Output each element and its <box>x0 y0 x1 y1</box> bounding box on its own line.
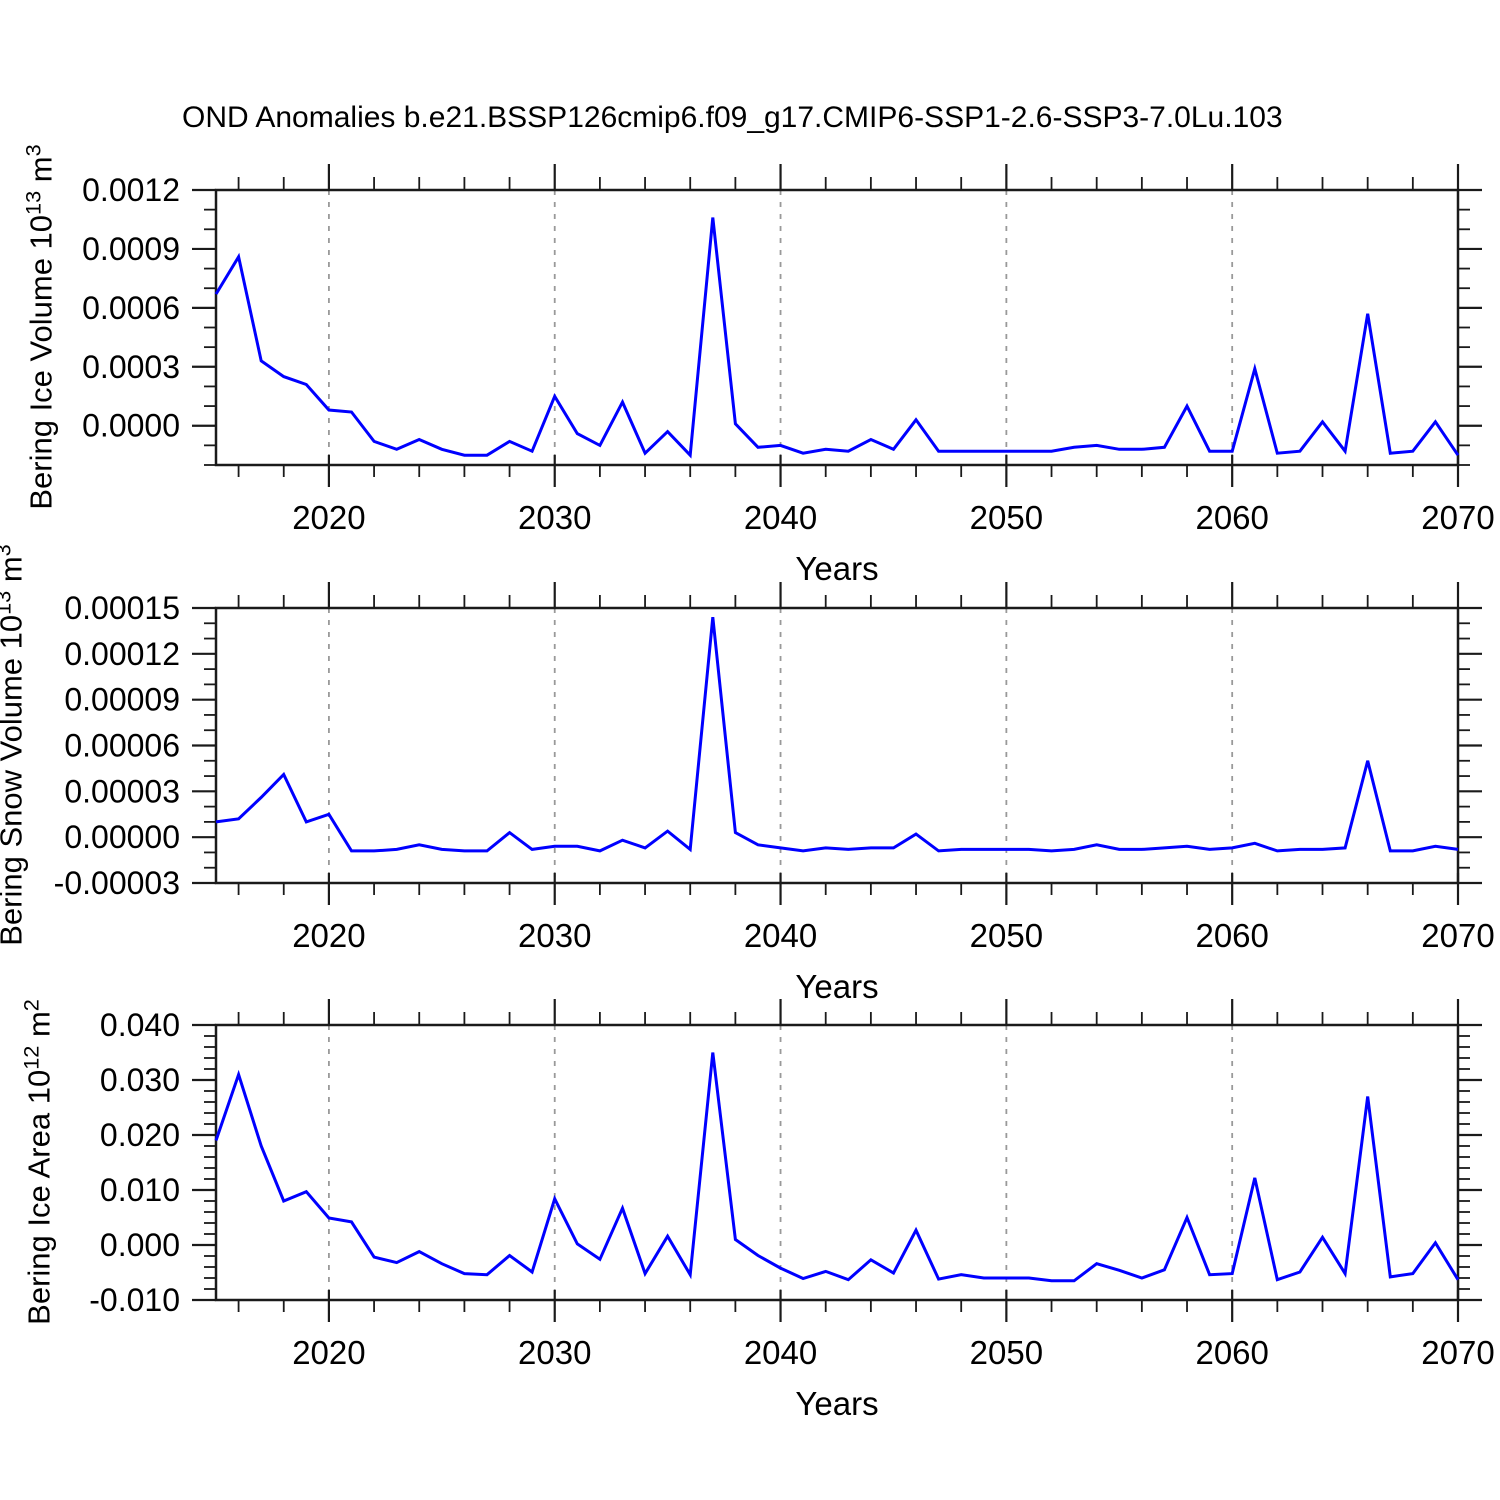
y-tick-label: -0.00003 <box>54 865 180 901</box>
ylabel-snow-volume: Bering Snow Volume 1013 m3 <box>0 544 29 946</box>
y-tick-label: -0.010 <box>89 1282 180 1318</box>
y-tick-label: 0.000 <box>100 1227 180 1263</box>
chart-title: OND Anomalies b.e21.BSSP126cmip6.f09_g17… <box>182 101 1283 134</box>
x-tick-label: 2030 <box>518 499 591 536</box>
x-tick-label: 2050 <box>970 917 1043 954</box>
data-line-bering-ice-volume <box>214 217 1460 459</box>
y-tick-label: 0.00012 <box>64 636 180 672</box>
panel-frame-bering-ice-volume <box>214 188 1460 467</box>
x-tick-label: 2070 <box>1421 1334 1494 1371</box>
x-tick-label: 2060 <box>1195 1334 1268 1371</box>
y-tick-label: 0.040 <box>100 1007 180 1043</box>
x-tick-label: 2020 <box>292 917 365 954</box>
xlabel-years-panel2: Years <box>795 968 879 1005</box>
y-tick-label: 0.0009 <box>82 231 180 267</box>
ylabel-ice-area: Bering Ice Area 1012 m2 <box>18 999 57 1325</box>
x-tick-label: 2040 <box>744 1334 817 1371</box>
data-line-bering-snow-volume <box>215 617 1459 853</box>
x-tick-label: 2070 <box>1421 917 1494 954</box>
data-line-bering-ice-area <box>214 1052 1460 1283</box>
x-tick-label: 2020 <box>292 499 365 536</box>
x-tick-label: 2040 <box>744 917 817 954</box>
x-tick-label: 2060 <box>1195 499 1268 536</box>
y-tick-label: 0.0012 <box>82 172 180 208</box>
y-tick-label: 0.00000 <box>64 819 180 855</box>
x-tick-label: 2060 <box>1195 917 1268 954</box>
x-tick-label: 2050 <box>970 1334 1043 1371</box>
y-tick-label: 0.010 <box>100 1172 180 1208</box>
y-tick-label: 0.020 <box>100 1117 180 1153</box>
xlabel-years-panel1: Years <box>795 550 879 587</box>
x-tick-label: 2020 <box>292 1334 365 1371</box>
x-tick-label: 2040 <box>744 499 817 536</box>
y-tick-label: 0.00015 <box>64 590 180 626</box>
x-tick-label: 2030 <box>518 917 591 954</box>
y-tick-label: 0.0000 <box>82 408 180 444</box>
y-tick-label: 0.0003 <box>82 349 180 385</box>
y-tick-label: 0.030 <box>100 1062 180 1098</box>
x-tick-label: 2070 <box>1421 499 1494 536</box>
x-tick-label: 2050 <box>970 499 1043 536</box>
y-tick-label: 0.0006 <box>82 290 180 326</box>
y-tick-label: 0.00009 <box>64 682 180 718</box>
ylabel-ice-volume: Bering Ice Volume 1013 m3 <box>20 144 59 510</box>
y-tick-label: 0.00003 <box>64 773 180 809</box>
panel-frame-bering-ice-area <box>214 1023 1460 1302</box>
y-tick-label: 0.00006 <box>64 728 180 764</box>
x-tick-label: 2030 <box>518 1334 591 1371</box>
panel-frame-bering-snow-volume <box>214 606 1460 885</box>
xlabel-years-panel3: Years <box>795 1385 879 1422</box>
